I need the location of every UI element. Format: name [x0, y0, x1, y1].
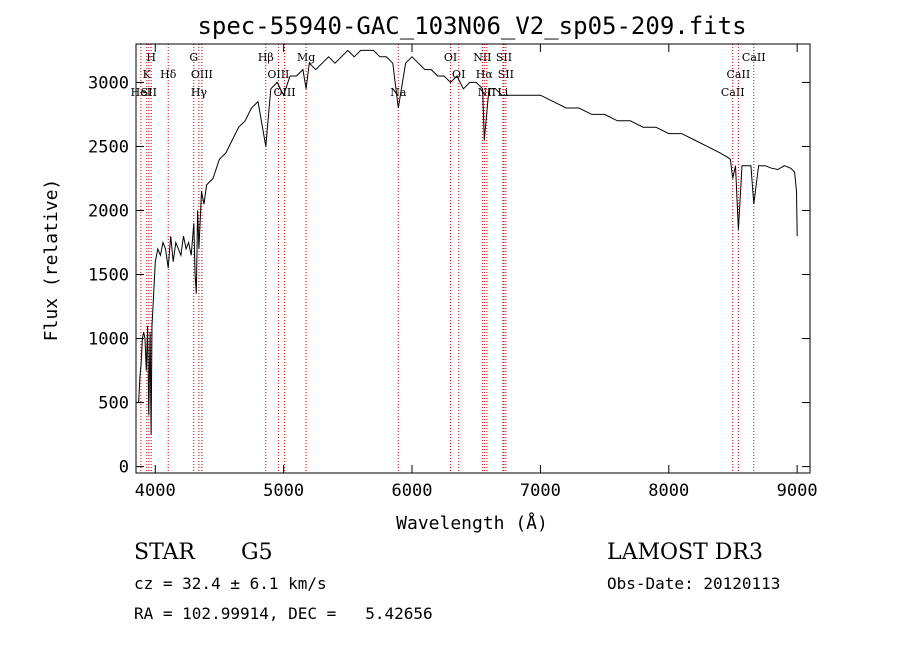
- line-label-23: CaII: [742, 51, 766, 64]
- redshift-readout: cz = 32.4 ± 6.1 km/s: [134, 574, 327, 593]
- line-label-21: CaII: [721, 86, 745, 99]
- y-tick-label-6: 3000: [88, 73, 129, 93]
- spectrum-line: [138, 49, 798, 435]
- spectral-line-markers: KHHeISIIHδGOIIIHγHβOIIIOIIIMgNaOIOINIIHα…: [131, 44, 766, 473]
- spectrum-series: [138, 49, 798, 435]
- line-label-9: OIII: [267, 68, 289, 81]
- line-label-0: K: [143, 68, 152, 81]
- axis-ticks: 4000 5000 6000 7000 8000 9000 0 500 1000 1500 2000…: [88, 44, 818, 501]
- y-tick-label-4: 2000: [88, 201, 129, 221]
- y-tick-label-1: 500: [98, 394, 129, 414]
- line-label-12: Na: [390, 86, 407, 99]
- y-axis-label: Flux (relative): [41, 179, 62, 342]
- line-label-8: Hβ: [258, 51, 274, 64]
- y-tick-label-5: 2500: [88, 137, 129, 157]
- object-class: STAR: [134, 540, 195, 565]
- line-label-18: SII: [496, 51, 512, 64]
- line-label-6: OIII: [191, 68, 213, 81]
- obs-date: Obs-Date: 20120113: [607, 574, 781, 593]
- line-label-15: NII: [473, 51, 491, 64]
- plot-frame: [135, 43, 811, 474]
- y-tick-label-0: 0: [119, 458, 129, 478]
- x-tick-label-3: 7000: [520, 481, 561, 501]
- x-axis-label: Wavelength (Å): [396, 512, 548, 534]
- survey-label: LAMOST DR3: [607, 540, 763, 565]
- x-tick-label-4: 8000: [648, 481, 689, 501]
- y-tick-label-2: 1000: [88, 330, 129, 350]
- line-label-1: H: [146, 51, 156, 64]
- x-tick-label-0: 4000: [135, 481, 176, 501]
- x-tick-label-5: 9000: [777, 481, 818, 501]
- coordinates: RA = 102.99914, DEC = 5.42656: [134, 604, 433, 623]
- line-label-22: CaII: [727, 68, 751, 81]
- x-tick-label-2: 6000: [392, 481, 433, 501]
- line-label-16: Hα: [476, 68, 494, 81]
- chart-title: spec-55940-GAC_103N06_V2_sp05-209.fits: [197, 12, 746, 40]
- line-label-4: Hδ: [160, 68, 177, 81]
- line-label-11: Mg: [297, 51, 315, 64]
- x-tick-label-1: 5000: [263, 481, 304, 501]
- line-label-5: G: [189, 51, 198, 64]
- line-label-3: SII: [141, 86, 157, 99]
- line-label-20: Li: [497, 86, 508, 99]
- y-tick-label-3: 1500: [88, 266, 129, 286]
- line-label-17: NII: [478, 86, 496, 99]
- line-label-13: OI: [444, 51, 457, 64]
- line-label-7: Hγ: [191, 86, 208, 99]
- line-label-19: SII: [498, 68, 514, 81]
- object-subclass: G5: [241, 540, 273, 565]
